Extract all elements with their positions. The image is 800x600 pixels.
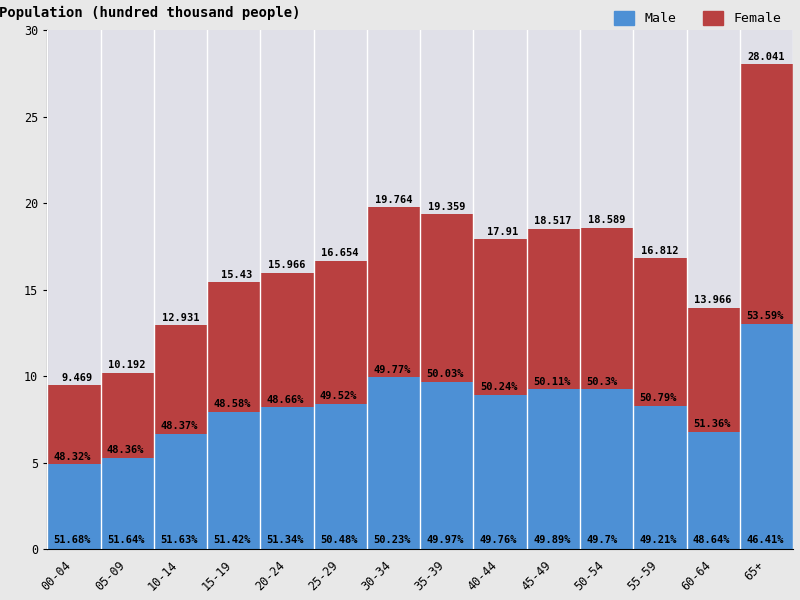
Text: 53.59%: 53.59% [746,311,784,322]
Text: 50.3%: 50.3% [586,377,618,386]
Bar [314,404,367,549]
Text: 18.589: 18.589 [588,215,626,225]
Bar [314,261,367,404]
Text: 50.23%: 50.23% [374,535,410,545]
Bar [207,412,260,549]
Text: 51.36%: 51.36% [693,419,730,429]
Bar [634,406,686,549]
Bar [686,431,740,549]
Text: 49.89%: 49.89% [533,535,570,545]
Text: Population (hundred thousand people): Population (hundred thousand people) [0,6,300,20]
Bar [207,282,260,412]
Bar [47,385,101,464]
Text: 49.97%: 49.97% [426,535,464,545]
Bar [526,389,580,549]
Text: 46.41%: 46.41% [746,535,784,545]
Text: 19.359: 19.359 [428,202,466,212]
Legend: Male, Female: Male, Female [609,6,786,31]
Bar [420,214,474,382]
Bar [101,458,154,549]
Bar [420,382,474,549]
Text: 48.36%: 48.36% [107,445,145,455]
Text: 51.68%: 51.68% [54,535,91,545]
Bar [580,227,634,389]
Text: 50.11%: 50.11% [533,377,570,386]
Bar [260,273,314,407]
Bar [474,239,526,395]
Text: 10.192: 10.192 [108,360,146,370]
Bar [154,434,207,549]
Bar [526,229,580,389]
Bar [740,64,793,324]
Text: 48.66%: 48.66% [266,395,304,404]
Text: 50.24%: 50.24% [480,382,518,392]
Text: 50.48%: 50.48% [320,535,358,545]
Bar [47,464,101,549]
Text: 49.52%: 49.52% [320,391,358,401]
Bar [154,325,207,434]
Text: 9.469: 9.469 [62,373,93,383]
Bar [686,308,740,431]
Text: 48.58%: 48.58% [214,399,251,409]
Text: 19.764: 19.764 [374,194,412,205]
Text: 51.63%: 51.63% [160,535,198,545]
Text: 16.654: 16.654 [322,248,359,259]
Text: 49.77%: 49.77% [374,365,410,375]
Text: 51.42%: 51.42% [214,535,251,545]
Text: 50.03%: 50.03% [426,369,464,379]
Text: 13.966: 13.966 [694,295,732,305]
Text: 51.64%: 51.64% [107,535,145,545]
Bar [367,377,420,549]
Text: 16.812: 16.812 [641,246,678,256]
Text: 50.79%: 50.79% [640,394,677,403]
Text: 48.64%: 48.64% [693,535,730,545]
Bar [474,395,526,549]
Text: 15.966: 15.966 [268,260,306,271]
Bar [101,373,154,458]
Text: 49.21%: 49.21% [640,535,677,545]
Text: 48.37%: 48.37% [160,421,198,431]
Text: 17.91: 17.91 [487,227,518,237]
Bar [260,407,314,549]
Text: 49.7%: 49.7% [586,535,618,545]
Text: 28.041: 28.041 [747,52,785,62]
Bar [580,389,634,549]
Bar [367,207,420,377]
Text: 51.34%: 51.34% [266,535,304,545]
Text: 49.76%: 49.76% [480,535,518,545]
Bar [740,324,793,549]
Text: 18.517: 18.517 [534,216,572,226]
Text: 48.32%: 48.32% [54,452,91,462]
Text: 15.43: 15.43 [221,269,252,280]
Bar [634,259,686,406]
Text: 12.931: 12.931 [162,313,199,323]
